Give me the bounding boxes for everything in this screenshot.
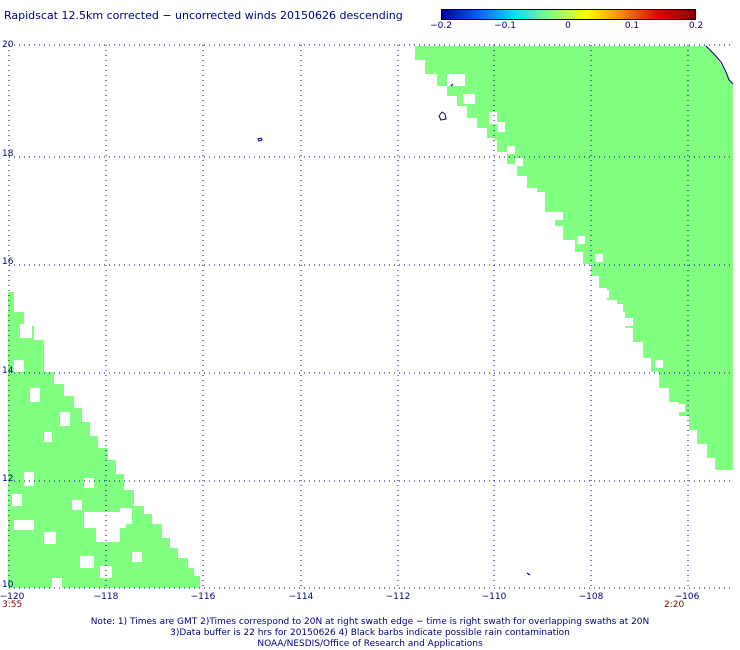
grid-layer <box>8 44 733 590</box>
swath-gap <box>14 520 34 530</box>
lon-label: −114 <box>288 592 314 602</box>
lon-label: −116 <box>190 592 216 602</box>
swath-west <box>8 292 200 588</box>
lat-label: 16 <box>2 257 14 267</box>
swath-east <box>415 46 733 470</box>
island-outline <box>450 83 454 87</box>
island-outline <box>526 572 531 576</box>
coastline <box>705 45 734 85</box>
swath-gap <box>489 112 497 124</box>
swath-gap <box>24 472 34 486</box>
colorbar <box>441 9 696 20</box>
lat-label: 10 <box>2 580 14 590</box>
swath-time-left: 3:55 <box>2 600 23 610</box>
swath-gap <box>577 236 585 244</box>
swath-gap <box>84 512 126 528</box>
swath-gap <box>515 158 523 166</box>
swath-gap <box>555 212 563 220</box>
swath-gap <box>485 138 495 146</box>
swath-gap <box>52 578 62 588</box>
lat-label: 12 <box>2 474 14 484</box>
swath-gap <box>615 304 623 312</box>
footnote-line: NOAA/NESDIS/Office of Research and Appli… <box>257 639 483 649</box>
swath-gap <box>537 192 545 200</box>
swath-gap <box>80 556 94 568</box>
colorbar-tick-label: 0 <box>565 21 571 31</box>
colorbar-tick-label: −0.2 <box>430 21 452 31</box>
swath-gap <box>96 528 120 542</box>
lon-label: −112 <box>385 592 411 602</box>
swath-time-right: 2:20 <box>664 600 685 610</box>
swath-gap <box>20 324 32 338</box>
swath-gap <box>14 360 24 372</box>
swath-gap <box>677 404 685 412</box>
lat-label: 20 <box>2 40 14 50</box>
swath-gap <box>120 508 132 524</box>
swath-gap <box>84 478 94 488</box>
swath-gap <box>497 122 505 132</box>
lat-label: 18 <box>2 149 14 159</box>
swath-gap <box>44 532 56 544</box>
swath-gap <box>655 360 663 368</box>
coastline-layer <box>257 45 734 576</box>
colorbar-tick-label: 0.2 <box>688 21 704 31</box>
footnote-line: Note: 1) Times are GMT 2)Times correspon… <box>90 617 650 627</box>
lon-label: −118 <box>93 592 119 602</box>
island-outline <box>257 137 263 142</box>
lon-label: −108 <box>578 592 604 602</box>
swath-gap <box>132 552 142 562</box>
lon-label: −106 <box>674 592 700 602</box>
swath-gap <box>12 494 22 506</box>
footnote-line: 3)Data buffer is 22 hrs for 20150626 4) … <box>170 628 570 638</box>
swath-layer <box>8 46 733 588</box>
island-outline <box>438 111 447 121</box>
lat-label: 14 <box>2 366 14 376</box>
swath-gap <box>30 388 40 402</box>
swath-gap <box>463 94 475 104</box>
swath-gap <box>447 74 465 86</box>
swath-gap <box>44 432 52 442</box>
swath-gap <box>625 318 633 326</box>
colorbar-tick-label: −0.1 <box>494 21 516 31</box>
swath-gap <box>601 290 609 298</box>
swath-gap <box>72 500 82 510</box>
swath-gap <box>595 254 603 262</box>
swath-gap <box>60 412 70 426</box>
swath-gap <box>100 566 112 578</box>
swath-gap <box>507 146 515 154</box>
lon-label: −110 <box>481 592 507 602</box>
map-title: Rapidscat 12.5km corrected − uncorrected… <box>4 9 403 22</box>
colorbar-tick-label: 0.1 <box>624 21 640 31</box>
lon-label: −120 <box>0 592 25 602</box>
